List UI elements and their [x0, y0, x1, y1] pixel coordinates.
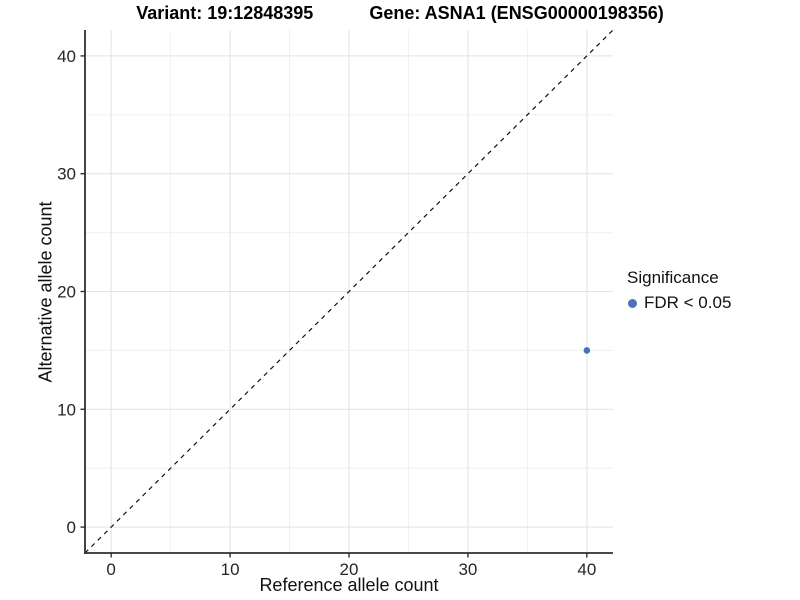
- x-tick-label: 40: [577, 560, 596, 579]
- legend: Significance FDR < 0.05: [627, 268, 731, 313]
- variant-title: Variant: 19:12848395: [136, 3, 314, 23]
- identity-line: [84, 29, 614, 554]
- legend-item-label: FDR < 0.05: [644, 293, 732, 312]
- legend-title: Significance: [627, 268, 719, 287]
- y-tick-label: 10: [57, 400, 76, 419]
- plot-title: Variant: 19:12848395 Gene: ASNA1 (ENSG00…: [0, 3, 800, 24]
- x-tick-label: 30: [458, 560, 477, 579]
- data-point: [583, 347, 591, 354]
- gene-title: Gene: ASNA1 (ENSG00000198356): [369, 3, 664, 23]
- x-axis-title: Reference allele count: [259, 575, 439, 595]
- y-tick-label: 20: [57, 283, 76, 302]
- x-tick-label: 0: [106, 560, 115, 579]
- x-tick-label: 10: [221, 560, 240, 579]
- y-tick-label: 0: [67, 518, 76, 537]
- x-tick-label: 20: [340, 560, 359, 579]
- legend-item: FDR < 0.05: [627, 293, 731, 313]
- y-axis-title: Alternative allele count: [35, 201, 56, 383]
- y-tick-label: 40: [57, 47, 76, 66]
- legend-point-icon: [628, 298, 637, 308]
- y-tick-label: 30: [57, 165, 76, 184]
